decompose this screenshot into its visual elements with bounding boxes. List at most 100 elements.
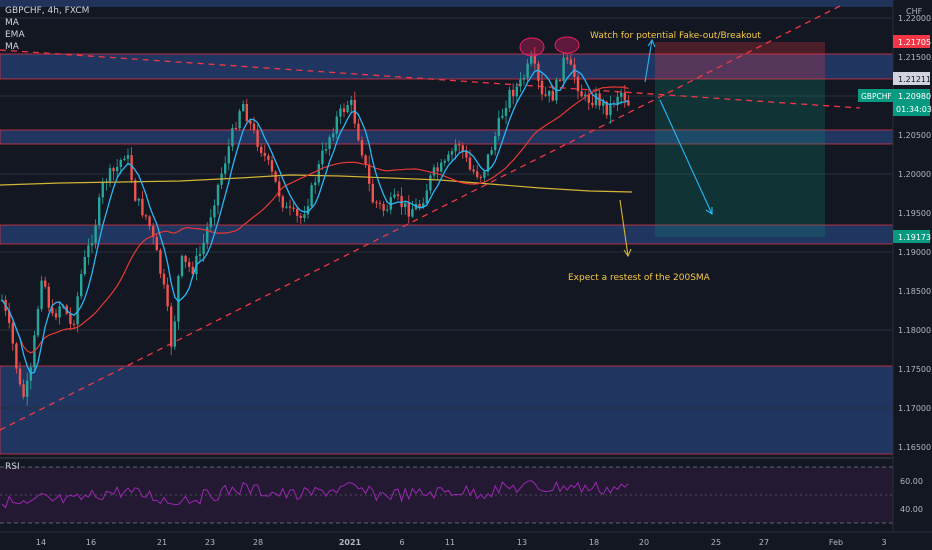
descending-trendline (0, 49, 861, 109)
sma200-line (0, 174, 633, 193)
candle-body (530, 55, 533, 64)
projection-arrow[interactable] (659, 99, 713, 216)
candle-body (393, 194, 396, 198)
trendlines[interactable] (0, 5, 861, 431)
candle-body (339, 108, 342, 117)
candle-body (15, 343, 18, 369)
candle-body (594, 93, 598, 106)
time-tick: 16 (86, 538, 96, 547)
candle-body (472, 169, 475, 172)
candle-body (72, 323, 76, 325)
candle-body (508, 89, 511, 108)
candle-body (8, 310, 11, 323)
candle-body (188, 261, 191, 267)
candle-body (108, 168, 112, 182)
time-tick: 27 (759, 538, 769, 547)
candle-body (558, 79, 562, 81)
candle-body (465, 151, 468, 158)
candle-body (155, 237, 158, 251)
candle-body (281, 196, 284, 208)
candle-body (285, 206, 288, 208)
indicator-ma-1[interactable]: MA (5, 18, 20, 28)
fakeout-annotation[interactable]: Watch for potential Fake-out/Breakout (590, 31, 761, 41)
candle-body (544, 94, 547, 96)
candle-body (270, 160, 274, 172)
candle-body (148, 216, 151, 227)
candle-body (26, 380, 29, 397)
double-top-marker-1[interactable] (519, 37, 545, 57)
time-axis[interactable]: 14 16 21 23 28 2021 6 11 13 18 20 25 27 Feb 3 (0, 531, 932, 547)
candle-body (51, 307, 54, 314)
rsi-tick: 60.00 (900, 477, 923, 486)
svg-text:1.19173: 1.19173 (898, 233, 931, 242)
candle-body (263, 153, 266, 156)
candle-body (191, 266, 194, 275)
candle-body (245, 103, 248, 121)
price-tick: 1.20500 (898, 131, 931, 140)
candle-body (213, 205, 216, 218)
candle-body (447, 154, 450, 161)
candle-body (18, 368, 22, 385)
retest-arrow[interactable] (619, 199, 632, 258)
time-tick: 14 (36, 538, 46, 547)
candle-body (386, 209, 389, 211)
candle-body (47, 286, 50, 308)
time-tick: Feb (829, 538, 843, 547)
short-position-tool[interactable] (655, 42, 825, 237)
price-grid (0, 17, 893, 409)
candle-body (602, 101, 605, 106)
retest-annotation[interactable]: Expect a restest of the 200SMA (568, 273, 711, 283)
indicator-ma-2[interactable]: MA (5, 42, 20, 52)
candle-body (476, 171, 479, 177)
candle-body (418, 204, 421, 207)
candle-body (87, 245, 90, 257)
price-tick: 1.20000 (898, 170, 931, 179)
candle-body (123, 158, 126, 160)
candle-body (382, 203, 385, 211)
candle-body (184, 255, 187, 262)
candle-body (303, 214, 306, 218)
candle-body (389, 197, 392, 210)
candle-body (616, 96, 619, 104)
candle-body (252, 123, 256, 131)
candle-body (173, 321, 176, 347)
candle-body (522, 77, 526, 80)
candle-body (458, 144, 461, 146)
ema-line (1, 69, 629, 375)
candle-body (400, 195, 403, 208)
price-tag-stop: 1.19173 (893, 230, 931, 243)
candle-body (587, 94, 590, 103)
time-tick: 6 (399, 538, 404, 547)
candle-body (231, 128, 234, 147)
candle-body (422, 203, 425, 207)
candle-body (36, 309, 40, 336)
candle-body (627, 100, 630, 106)
breakout-arrow[interactable] (644, 38, 656, 83)
candle-body (497, 117, 500, 137)
candle-body (69, 313, 72, 324)
candle-body (206, 227, 209, 243)
candle-body (238, 111, 241, 129)
price-tick: 1.17000 (898, 404, 931, 413)
candle-body (11, 322, 14, 344)
candle-body (468, 157, 472, 170)
rsi-label: RSI (5, 462, 20, 472)
candle-body (216, 184, 220, 206)
rsi-pane[interactable]: RSI (0, 457, 932, 524)
candle-body (80, 274, 83, 297)
candle-body (551, 91, 554, 101)
candle-body (314, 182, 317, 186)
candle-body (76, 296, 79, 325)
zone-top (0, 0, 893, 7)
candle-body (256, 130, 259, 147)
indicator-ema[interactable]: EMA (5, 30, 25, 40)
candle-body (119, 159, 122, 167)
time-tick: 2021 (339, 538, 362, 547)
symbol-title: GBPCHF, 4h, FXCM (5, 6, 89, 16)
candle-body (342, 108, 346, 112)
candle-body (357, 123, 360, 141)
double-top-marker-2[interactable] (554, 36, 580, 54)
candle-body (429, 175, 432, 191)
